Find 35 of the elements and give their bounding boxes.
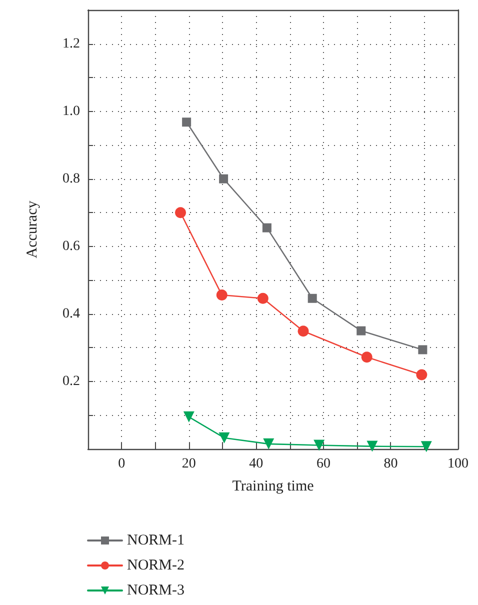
x-tick-label: 20	[182, 456, 196, 472]
y-tick-label: 0.8	[62, 171, 80, 186]
x-tick-label: 100	[448, 456, 468, 472]
y-tick-label: 1.2	[62, 36, 80, 52]
y-axis-title: Accuracy	[24, 200, 40, 258]
point	[418, 345, 428, 354]
y-tick-label: 1.0	[62, 104, 80, 119]
point	[262, 223, 272, 232]
point	[298, 326, 309, 337]
point	[218, 432, 230, 444]
legend-label: NORM-3	[127, 582, 185, 598]
point	[356, 326, 366, 336]
y-tick-label: 0.4	[62, 306, 80, 322]
x-axis-title: Training time	[232, 478, 314, 494]
legend-label: NORM-2	[127, 558, 185, 574]
x-tick-label: 60	[316, 456, 330, 472]
point	[314, 440, 325, 451]
point	[361, 352, 372, 363]
legend-label: NORM-1	[127, 532, 185, 548]
point	[182, 118, 192, 127]
x-tick-label: 0	[118, 456, 126, 472]
y-tick-label: 0.2	[62, 374, 80, 389]
point	[308, 294, 317, 303]
x-tick-label: 80	[384, 456, 398, 472]
point	[216, 290, 228, 301]
x-tick-label: 40	[249, 456, 264, 472]
point	[366, 440, 378, 452]
y-tick-label: 0.6	[62, 238, 80, 254]
point	[183, 411, 194, 422]
point	[175, 207, 186, 218]
point	[263, 438, 274, 450]
point	[219, 174, 228, 184]
point	[420, 441, 432, 452]
point	[257, 292, 268, 304]
point	[416, 369, 428, 380]
